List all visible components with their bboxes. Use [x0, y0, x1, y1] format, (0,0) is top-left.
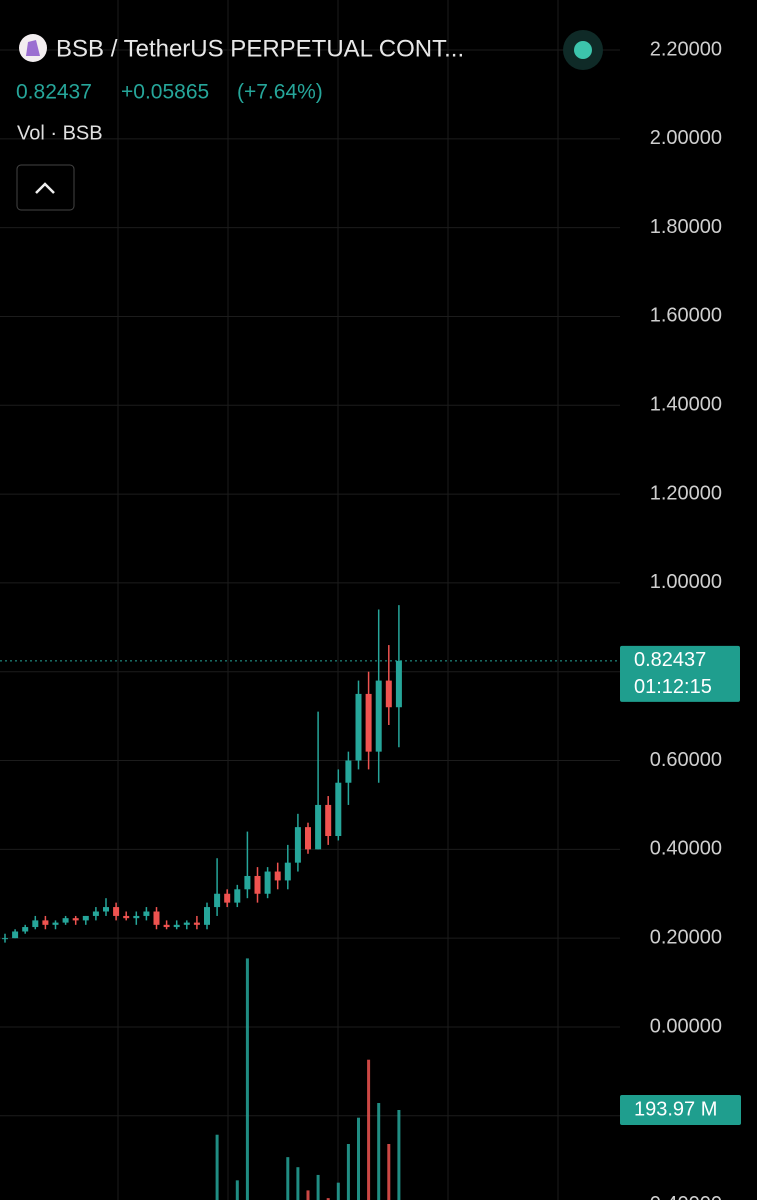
- candle-body: [204, 907, 210, 925]
- volume-bar: [245, 958, 249, 1200]
- candle-body: [224, 893, 231, 903]
- volume-pane: [215, 958, 401, 1200]
- candle-body: [183, 922, 190, 925]
- countdown-label: 01:12:15: [634, 676, 712, 698]
- price-axis: -0.40000-0.200000.000000.200000.400000.6…: [0, 38, 741, 1200]
- candle-pane: [2, 605, 402, 943]
- y-tick-label: 0.60000: [650, 749, 722, 771]
- chevron-up: [35, 182, 55, 194]
- y-tick-label: 0.40000: [650, 838, 722, 860]
- last-price-box: [620, 645, 740, 702]
- y-tick-label: 2.20000: [650, 38, 722, 60]
- volume-label: 193.97 M: [634, 1098, 717, 1120]
- candle-body: [315, 804, 322, 850]
- candle-body: [345, 760, 352, 783]
- y-tick-label: 1.60000: [650, 305, 722, 327]
- candle-body: [244, 875, 251, 890]
- collapse-button[interactable]: [16, 164, 75, 211]
- volume-bar: [306, 1190, 310, 1200]
- y-tick-label: 0.20000: [650, 926, 722, 948]
- header: BSB / TetherUS PERPETUAL CONT... 0.82437…: [16, 30, 603, 211]
- candle-body: [72, 918, 79, 921]
- volume-bar: [215, 1134, 219, 1200]
- candle-body: [325, 804, 332, 837]
- volume-bar: [316, 1174, 320, 1200]
- y-tick-label: -0.40000: [643, 1193, 722, 1200]
- candle-body: [153, 911, 160, 925]
- y-tick-label: 0.00000: [650, 1015, 722, 1037]
- candle-body: [82, 915, 89, 921]
- status-dot: [574, 41, 592, 59]
- candle-body: [173, 924, 180, 928]
- volume-bar: [286, 1157, 290, 1200]
- grid: [0, 0, 620, 1200]
- candle-body: [264, 871, 271, 894]
- volume-bar: [326, 1198, 330, 1200]
- candle-body: [193, 922, 200, 925]
- candle-body: [214, 893, 221, 908]
- candle-body: [133, 915, 140, 919]
- candle-body: [365, 693, 372, 752]
- last-price-label: 0.82437: [634, 649, 706, 671]
- candle-body: [305, 827, 311, 850]
- candle-body: [22, 927, 29, 932]
- candle-body: [32, 920, 39, 928]
- logo-glyph: [26, 40, 40, 56]
- volume-bar: [367, 1059, 371, 1200]
- volume-bar: [336, 1182, 340, 1200]
- candle-body: [163, 924, 170, 928]
- candle-body: [395, 660, 402, 708]
- candle-body: [274, 871, 281, 881]
- volume-bar: [377, 1103, 381, 1200]
- candle-body: [92, 911, 99, 916]
- candle-body: [52, 922, 59, 925]
- y-tick-label: 1.00000: [650, 571, 722, 593]
- last-price: 0.82437: [16, 81, 92, 104]
- candle-body: [143, 911, 150, 916]
- symbol-title: BSB / TetherUS PERPETUAL CONT...: [56, 35, 464, 62]
- volume-bar: [387, 1144, 391, 1200]
- candle-body: [113, 907, 120, 916]
- volume-bar: [235, 1180, 239, 1200]
- candle-body: [375, 680, 382, 752]
- candle-body: [355, 693, 362, 761]
- y-tick-label: 1.40000: [650, 394, 722, 416]
- y-tick-label: 1.20000: [650, 482, 722, 504]
- volume-label-box: [620, 1094, 741, 1125]
- y-tick-label: 1.80000: [650, 216, 722, 238]
- candle-body: [234, 889, 241, 903]
- candle-body: [2, 938, 8, 940]
- y-tick-label: 2.00000: [650, 127, 722, 149]
- candle-body: [42, 920, 49, 925]
- candle-body: [385, 680, 392, 708]
- candle-body: [335, 782, 342, 837]
- candle-body: [294, 827, 301, 863]
- price-change: +0.05865: [121, 81, 209, 104]
- volume-bar: [346, 1144, 350, 1200]
- candle-body: [103, 907, 109, 912]
- candle-body: [123, 915, 130, 919]
- candle-body: [62, 918, 69, 923]
- candle-body: [254, 875, 261, 894]
- volume-bar: [357, 1117, 360, 1200]
- price-change-pct: (+7.64%): [237, 81, 323, 104]
- volume-bar: [397, 1109, 401, 1200]
- candle-body: [284, 862, 291, 881]
- volume-title: Vol · BSB: [17, 122, 103, 144]
- volume-bar: [296, 1167, 300, 1200]
- candle-body: [12, 931, 19, 939]
